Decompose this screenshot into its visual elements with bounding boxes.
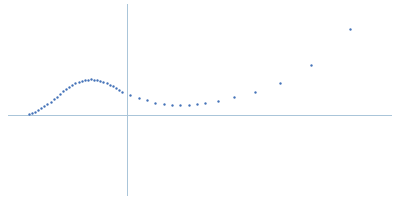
Point — [72, 81, 79, 85]
Point — [82, 78, 88, 82]
Point — [160, 102, 167, 105]
Point — [60, 90, 66, 93]
Point — [94, 79, 100, 82]
Point — [100, 80, 107, 84]
Point — [103, 82, 110, 85]
Point — [277, 81, 283, 85]
Point — [194, 103, 200, 106]
Point — [231, 96, 238, 99]
Point — [41, 105, 48, 108]
Point — [116, 88, 122, 91]
Point — [119, 90, 125, 93]
Point — [29, 111, 35, 114]
Point — [50, 98, 57, 101]
Point — [75, 80, 82, 83]
Point — [66, 85, 72, 88]
Point — [69, 83, 76, 86]
Point — [152, 101, 158, 104]
Point — [38, 107, 44, 110]
Point — [106, 83, 113, 86]
Point — [47, 100, 54, 103]
Point — [91, 78, 97, 81]
Point — [35, 108, 41, 112]
Point — [97, 79, 104, 83]
Point — [57, 92, 63, 96]
Point — [85, 78, 91, 81]
Point — [78, 79, 85, 82]
Point — [177, 103, 184, 106]
Point — [347, 28, 354, 31]
Point — [26, 112, 32, 115]
Point — [54, 95, 60, 98]
Point — [169, 103, 175, 106]
Point — [202, 102, 208, 105]
Point — [185, 103, 192, 106]
Point — [63, 87, 69, 91]
Point — [127, 93, 134, 97]
Point — [32, 110, 38, 113]
Point — [110, 85, 116, 88]
Point — [144, 99, 150, 102]
Point — [214, 99, 221, 102]
Point — [308, 63, 314, 66]
Point — [113, 86, 119, 90]
Point — [44, 102, 51, 106]
Point — [88, 78, 94, 81]
Point — [136, 96, 142, 100]
Point — [252, 91, 258, 94]
